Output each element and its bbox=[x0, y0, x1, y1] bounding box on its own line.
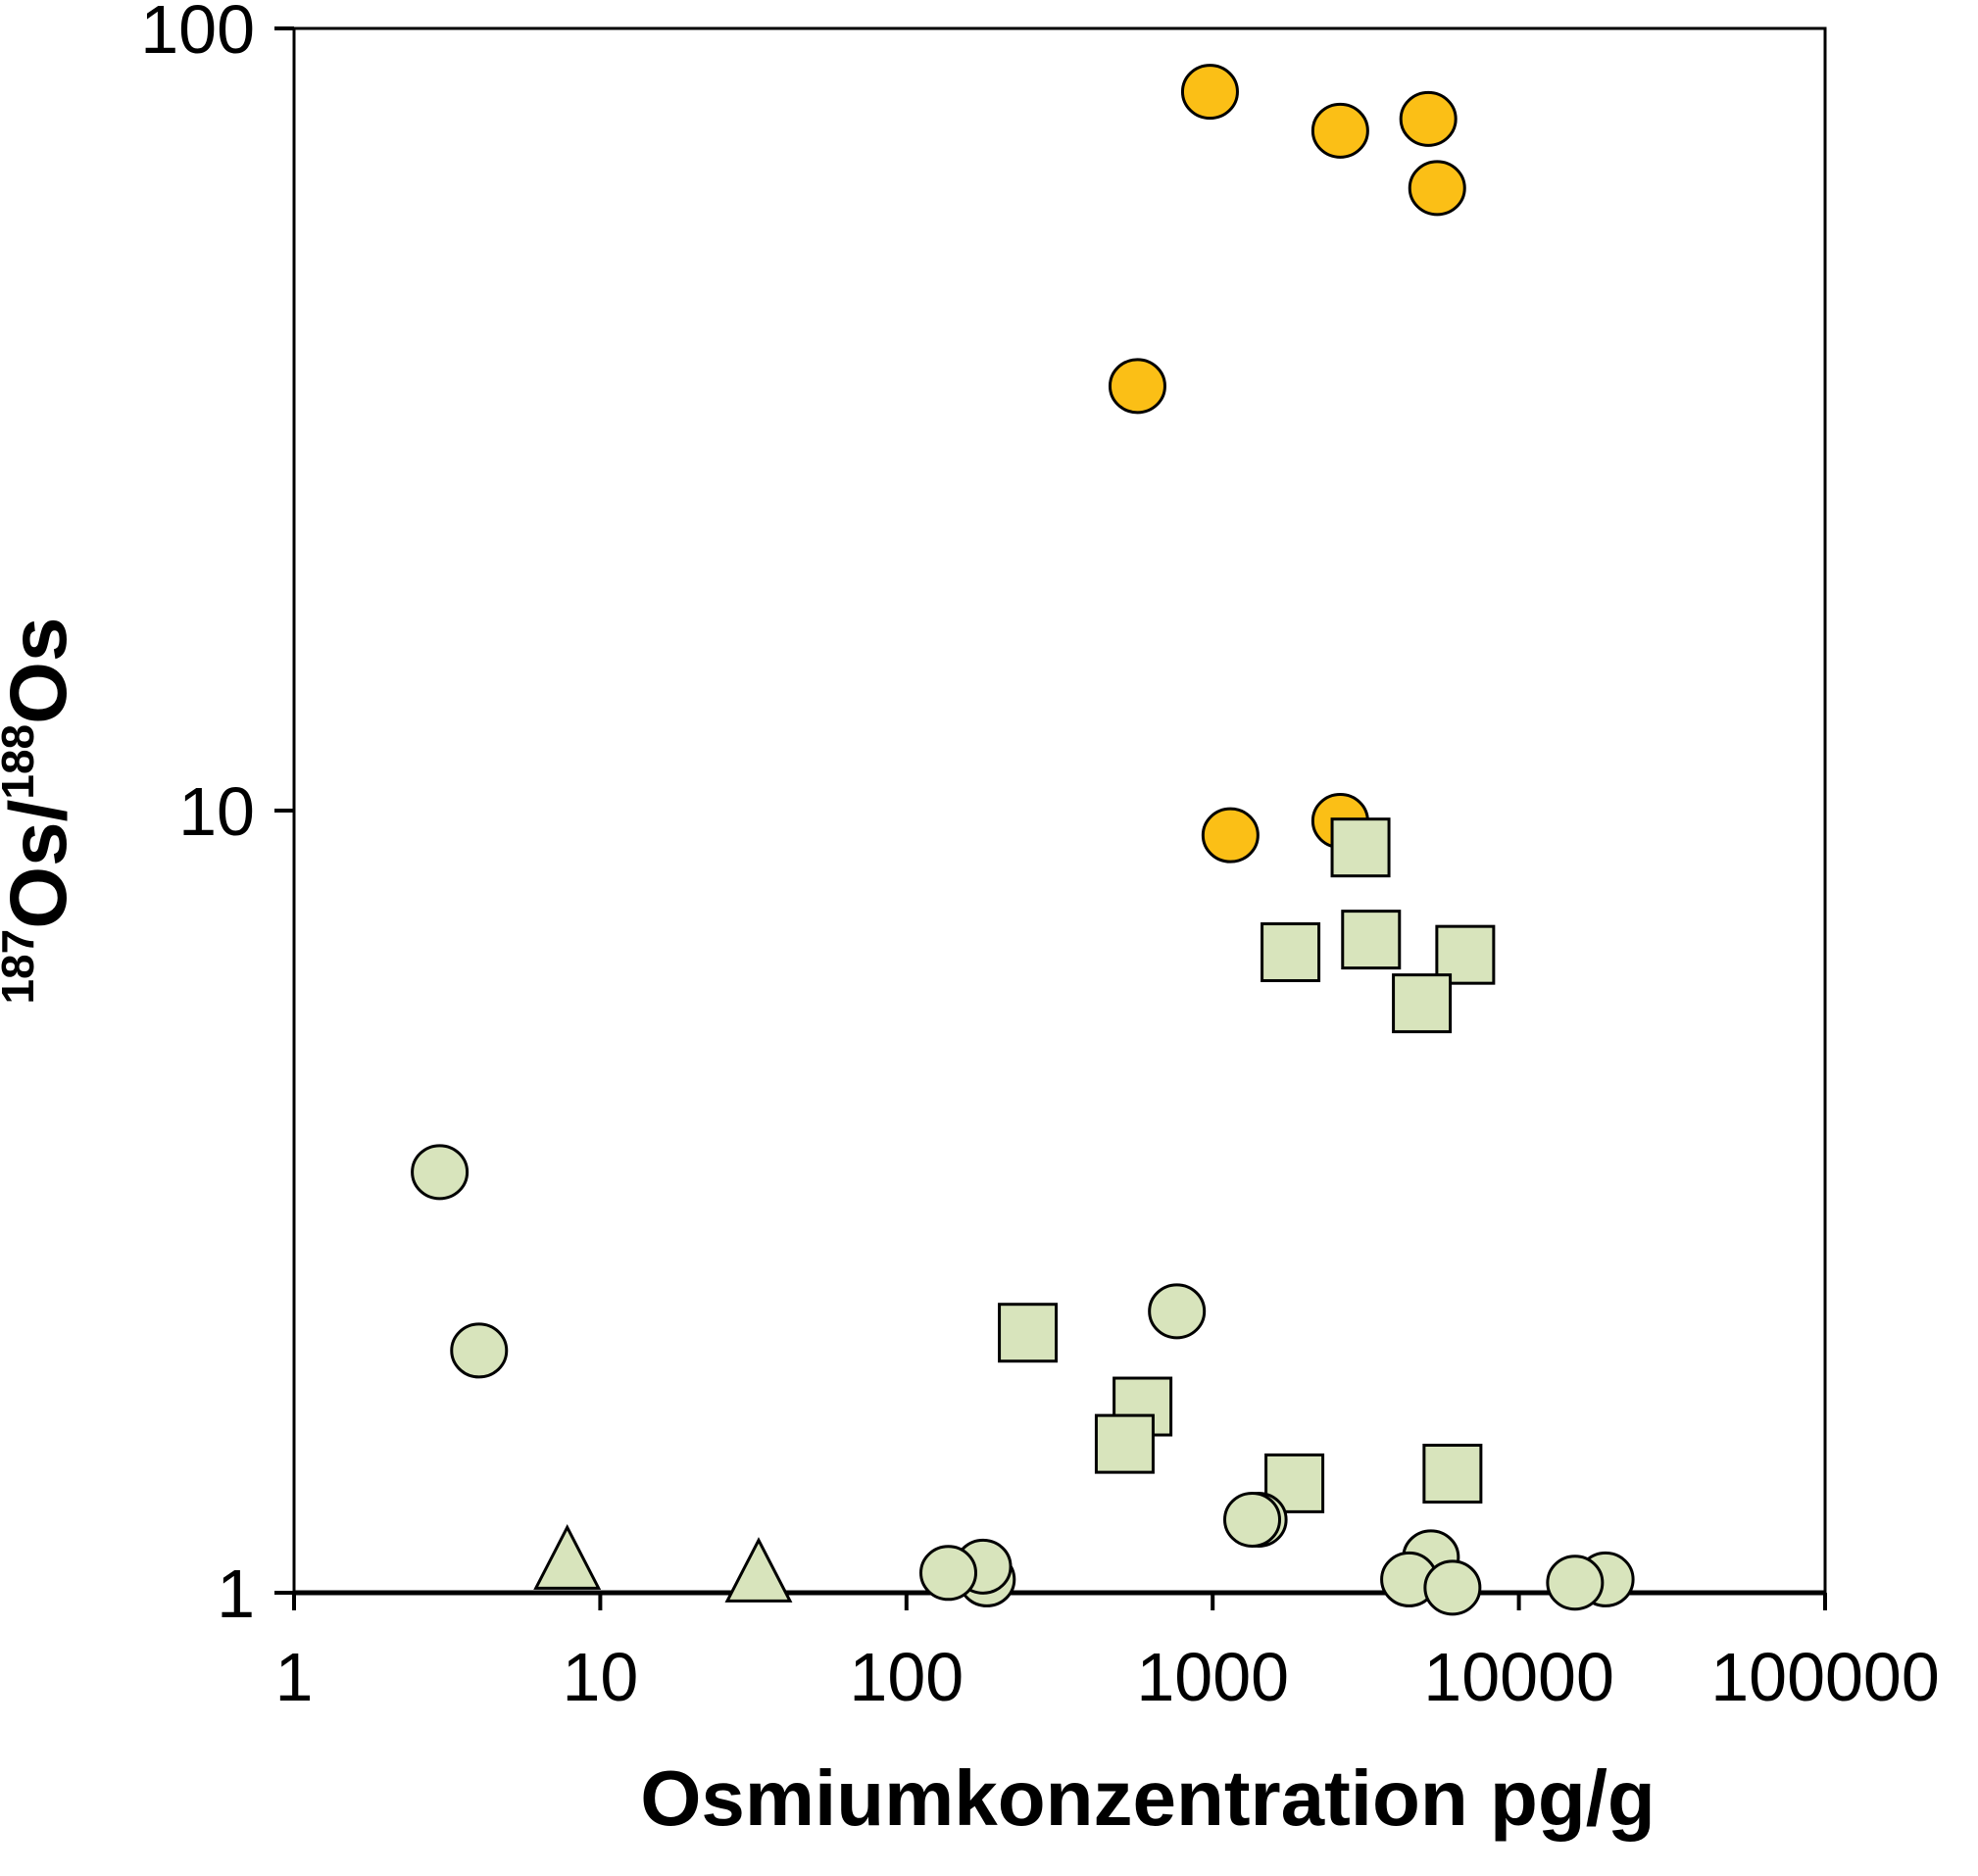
data-point-triangle bbox=[724, 1537, 793, 1603]
data-point-square bbox=[1392, 973, 1453, 1034]
data-point-circle bbox=[1408, 160, 1466, 217]
data-point-triangle bbox=[533, 1524, 602, 1590]
data-point-circle bbox=[1180, 64, 1239, 121]
y-tick-label: 10 bbox=[178, 773, 255, 850]
data-point-circle bbox=[1201, 807, 1260, 864]
data-point-circle bbox=[1546, 1555, 1605, 1611]
x-axis-title: Osmiumkonzentration pg/g bbox=[640, 1754, 1656, 1842]
y-title-sup-187: 187 bbox=[0, 928, 43, 1005]
data-point-circle bbox=[1148, 1283, 1207, 1340]
y-title-os-1: Os/ bbox=[0, 799, 83, 929]
data-point-circle bbox=[1310, 102, 1369, 159]
x-tick-label: 100000 bbox=[1710, 1639, 1940, 1715]
y-axis-title: 187Os/188Os bbox=[0, 617, 83, 1005]
plot-frame bbox=[292, 26, 1827, 1595]
data-point-square bbox=[1264, 1453, 1325, 1513]
data-point-circle bbox=[1399, 90, 1458, 147]
data-point-circle bbox=[1423, 1559, 1482, 1616]
data-point-square bbox=[1330, 817, 1391, 878]
y-tick-label: 100 bbox=[140, 0, 255, 68]
data-point-square bbox=[1261, 922, 1321, 983]
y-tick-label: 1 bbox=[217, 1555, 255, 1632]
x-tick-label: 1 bbox=[275, 1639, 314, 1715]
x-tick-label: 10 bbox=[562, 1639, 638, 1715]
data-point-circle bbox=[919, 1545, 978, 1602]
data-point-circle bbox=[411, 1144, 470, 1201]
x-tick-label: 1000 bbox=[1136, 1639, 1289, 1715]
y-title-os-2: Os bbox=[0, 617, 83, 724]
data-point-square bbox=[1341, 910, 1402, 970]
data-point-square bbox=[1094, 1413, 1155, 1474]
x-tick-label: 10000 bbox=[1423, 1639, 1614, 1715]
x-tick-label: 100 bbox=[849, 1639, 964, 1715]
data-point-circle bbox=[450, 1322, 509, 1379]
data-point-circle bbox=[1223, 1491, 1282, 1548]
y-title-sup-188: 188 bbox=[0, 723, 43, 800]
data-point-square bbox=[1422, 1443, 1483, 1504]
data-point-square bbox=[998, 1303, 1059, 1363]
data-point-circle bbox=[1108, 358, 1166, 415]
